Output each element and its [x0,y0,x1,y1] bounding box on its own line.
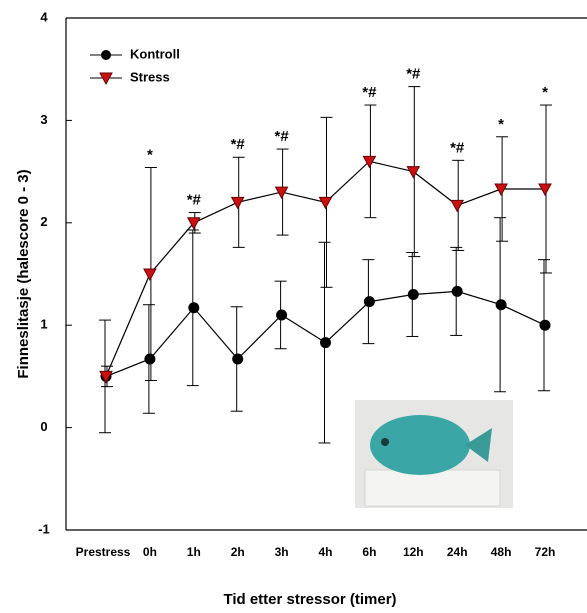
x-tick-label: 1h [187,545,201,559]
marker [407,288,419,300]
x-tick-label: 2h [231,545,245,559]
marker [539,319,551,331]
legend-marker [99,72,113,86]
marker [320,337,331,349]
x-tick-label: 3h [275,545,289,559]
marker [188,302,200,314]
photo-box [364,469,501,507]
x-tick-label: 72h [535,545,556,559]
fish-tail [465,428,492,462]
significance-label: *# [406,66,421,83]
marker [274,186,289,200]
marker [495,299,507,311]
marker [362,155,377,169]
marker [186,217,201,230]
x-axis-label: Tid etter stressor (timer) [223,591,396,608]
significance-label: * [147,146,153,163]
marker [406,166,421,179]
x-tick-label: 0h [143,545,157,559]
x-tick-label: 12h [403,545,424,559]
legend-label: Stress [130,69,170,84]
significance-label: * [542,84,548,101]
marker [494,183,508,197]
y-tick-label: 3 [40,112,47,127]
legend: Kontroll Stress [90,46,180,86]
y-tick-label: -1 [38,521,50,536]
inset-photo [355,400,513,508]
y-axis-label: Finneslitasje (halescore 0 - 3) [15,169,32,378]
y-tick-label: 2 [40,214,47,229]
marker [450,199,465,213]
marker [318,196,333,210]
significance-label: *# [231,136,246,153]
significance-label: * [498,116,504,133]
legend-label: Kontroll [130,46,180,61]
marker [276,309,288,321]
marker [451,285,463,297]
significance-label: *# [362,84,377,101]
x-tick-label: 48h [491,545,512,559]
significance-label: *# [275,128,290,145]
y-tick-label: 4 [40,9,48,24]
marker [363,296,375,308]
significance-label: *# [450,139,465,156]
x-tick-label: Prestress [76,545,131,559]
fish-body [370,415,470,475]
fish-eye [381,438,389,446]
marker [232,353,244,365]
marker [143,268,157,282]
x-tick-label: 24h [447,545,468,559]
marker [538,183,552,197]
legend-marker [101,50,111,60]
x-tick-label: 4h [318,545,332,559]
y-tick-label: 1 [40,317,47,332]
marker [230,196,245,210]
marker [144,353,156,365]
marker [99,370,113,384]
x-tick-label: 6h [362,545,376,559]
y-tick-label: 0 [40,419,47,434]
significance-label: *# [187,192,202,209]
